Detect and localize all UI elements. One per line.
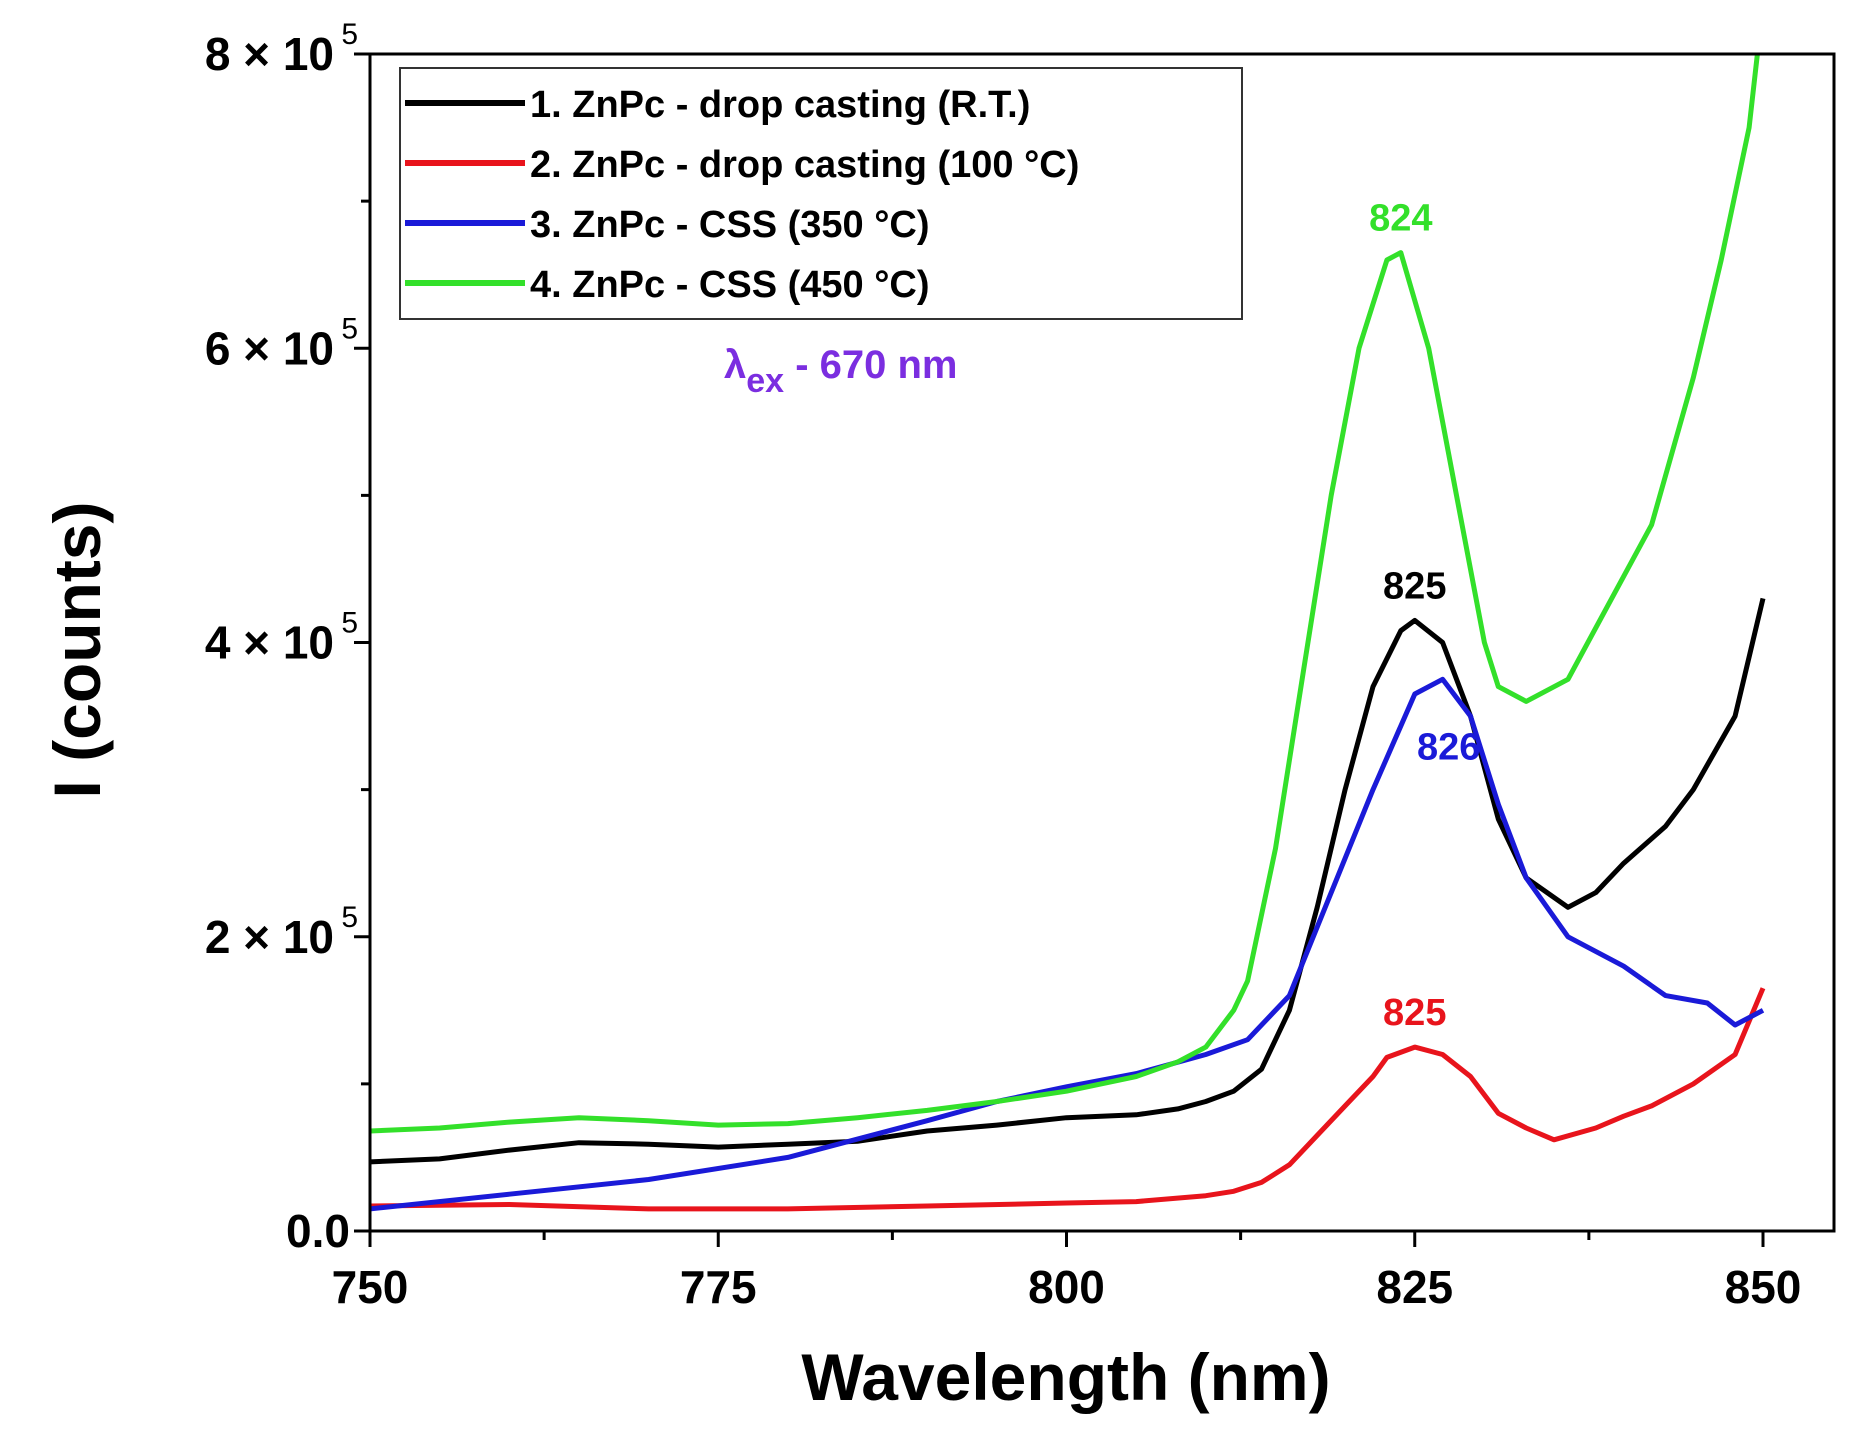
legend-entry-3: 3. ZnPc - CSS (350 °C) [530, 204, 930, 246]
annotation-text: - 670 nm [784, 343, 957, 387]
y-tick-label: 8 × 10 [205, 28, 334, 80]
y-axis-label: I (counts) [40, 502, 114, 799]
y-tick-exponent: 5 [341, 607, 358, 640]
annotation-subscript: ex [746, 362, 784, 400]
legend-entry-4: 4. ZnPc - CSS (450 °C) [530, 264, 930, 306]
x-tick-label: 850 [1725, 1261, 1802, 1313]
series-line-2 [370, 987, 1766, 1212]
x-tick-label: 825 [1376, 1261, 1453, 1313]
peak-label-1: 825 [1383, 565, 1446, 607]
y-tick-label: 2 × 10 [205, 911, 334, 963]
y-tick-exponent: 5 [341, 312, 358, 345]
x-tick-label: 800 [1028, 1261, 1105, 1313]
y-axis-label-group: I (counts) [40, 502, 114, 799]
x-tick-label: 775 [680, 1261, 757, 1313]
series-line-1 [370, 597, 1766, 1165]
y-tick-label: 4 × 10 [205, 617, 334, 669]
peak-label-2: 825 [1383, 992, 1446, 1034]
x-tick-label: 750 [332, 1261, 409, 1313]
series-line-3 [370, 676, 1765, 1212]
x-axis-label: Wavelength (nm) [801, 1340, 1330, 1414]
y-tick-label: 6 × 10 [205, 322, 334, 374]
y-tick-label: 0.0 [286, 1205, 350, 1257]
series-line-4 [370, 54, 1760, 1134]
legend-entry-1: 1. ZnPc - drop casting (R.T.) [530, 84, 1030, 126]
legend-box [399, 67, 1243, 320]
legend-entry-2: 2. ZnPc - drop casting (100 °C) [530, 144, 1079, 186]
excitation-annotation: λex - 670 nm [724, 343, 957, 400]
peak-label-4: 824 [1369, 198, 1432, 240]
annotation-lambda: λ [724, 343, 746, 387]
peak-label-3: 826 [1417, 726, 1480, 768]
y-tick-exponent: 5 [341, 18, 358, 51]
y-tick-exponent: 5 [341, 901, 358, 934]
legend: 1. ZnPc - drop casting (R.T.) 2. ZnPc - d… [399, 67, 1243, 320]
